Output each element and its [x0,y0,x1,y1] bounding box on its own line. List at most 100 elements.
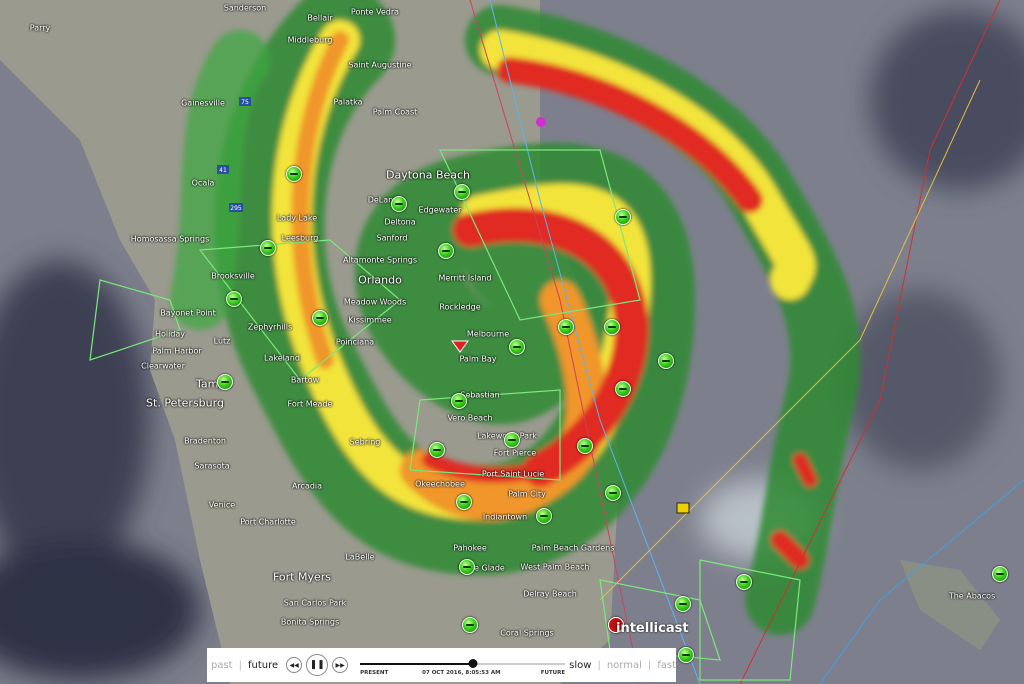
city-label: San Carlos Park [283,598,347,608]
future-label: FUTURE [540,670,566,676]
lightning-marker-icon[interactable] [312,310,328,326]
city-label: LaBelle [345,552,375,562]
city-label: Meadow Woods [343,297,407,307]
city-label: Palm Bay [459,354,497,364]
city-label: Palm Coast [372,107,418,117]
lightning-marker-icon[interactable] [438,243,454,259]
city-label: Edgewater [418,205,462,215]
city-label: Lakeland [264,353,300,363]
storm-center-icon [451,340,469,353]
lightning-marker-icon[interactable] [675,596,691,612]
timeline-handle[interactable] [468,659,478,668]
lightning-marker-icon[interactable] [678,647,694,663]
lightning-marker-icon[interactable] [605,485,621,501]
lightning-marker-icon[interactable] [604,319,620,335]
highway-shields: 75 41 295 [217,97,251,212]
lightning-marker-icon[interactable] [260,240,276,256]
speed-normal[interactable]: normal [606,659,642,671]
intellicast-logo[interactable]: intellicast [616,621,689,636]
rewind-button[interactable]: ◀◀ [286,657,303,673]
city-label: Delray Beach [523,589,577,599]
city-label: Leesburg [281,233,319,243]
warning-polygons [89,149,801,681]
city-label: Altamonte Springs [342,255,418,265]
intellicast-logo-icon [608,617,624,633]
city-label: Orlando [358,273,402,287]
city-label: Gainesville [181,98,225,108]
clouds [0,10,1024,680]
city-label: Ocala [191,178,215,188]
lightning-marker-icon[interactable] [217,374,233,390]
timeline-progress [360,663,473,665]
lightning-marker-icon[interactable] [286,166,302,182]
lightning-marker-icon[interactable] [429,442,445,458]
city-label: Zephyrhills [247,322,293,332]
city-label: Lutz [213,336,231,346]
city-label: Fort Myers [272,570,332,584]
pause-button[interactable]: ❚❚ [306,654,329,676]
future-toggle[interactable]: future [247,659,279,671]
separator: | [238,659,242,671]
city-label: Pahokee [453,543,487,553]
lightning-marker-icon[interactable] [226,291,242,307]
lightning-marker-icon[interactable] [462,617,478,633]
lightning-marker-icon[interactable] [615,381,631,397]
city-label: Ponte Vedra [350,7,400,17]
city-label: Middleburg [287,35,333,45]
city-label: Venice [208,500,236,510]
playback-controls: past | future ◀◀ ❚❚ ▶▶ PRESENT 07 OCT 20… [207,648,676,682]
lightning-marker-icon[interactable] [454,184,470,200]
city-label: Sarasota [194,461,230,471]
lightning-marker-icon[interactable] [577,438,593,454]
fast-forward-button[interactable]: ▶▶ [332,657,349,673]
city-label: Parry [29,23,51,33]
city-label: Fort Meade [287,399,333,409]
highway-41: 41 [219,167,227,174]
lightning-marker-icon[interactable] [504,432,520,448]
city-label: Sanderson [223,3,267,13]
lightning-marker-icon[interactable] [736,574,752,590]
speed-fast[interactable]: fast [657,659,677,671]
lightning-marker-icon[interactable] [992,566,1008,582]
city-label: Merritt Island [438,273,492,283]
city-label: DeLand [367,195,399,205]
lightning-marker-icon[interactable] [391,196,407,212]
city-label: Poinciana [335,337,375,347]
lightning-marker-icon[interactable] [509,339,525,355]
lightning-marker-icon[interactable] [558,319,574,335]
lightning-marker-icon[interactable] [451,393,467,409]
highway-295: 295 [230,205,242,212]
city-label: Rockledge [439,302,481,312]
city-label: Bradenton [184,436,226,446]
city-label: Belle Glade [459,563,505,573]
city-label: Melbourne [466,329,510,339]
lightning-marker-icon[interactable] [615,209,631,225]
lightning-marker-icon[interactable] [658,353,674,369]
city-label: Okeechobee [415,479,465,489]
highway-75: 75 [241,99,249,106]
lightning-marker-icon[interactable] [536,508,552,524]
fast-forward-icon: ▶▶ [335,661,345,669]
lightning-marker-icon[interactable] [456,494,472,510]
city-label: Homosassa Springs [130,234,210,244]
city-label: St. Petersburg [146,396,224,410]
city-label: Daytona Beach [385,168,471,182]
speed-slow[interactable]: slow [569,659,592,671]
city-label: Vero Beach [447,413,493,423]
city-label: Palm City [508,489,546,499]
past-toggle[interactable]: past [211,659,233,671]
pause-icon: ❚❚ [309,660,325,670]
city-label: Lady Lake [276,213,318,223]
timeline-slider[interactable]: PRESENT 07 OCT 2016, 8:05:53 AM FUTURE [360,650,566,680]
city-label: Arcadia [291,481,323,491]
lightning-marker-icon[interactable] [459,559,475,575]
city-label: Palm Harbor [152,346,202,356]
track-lines [469,0,1024,684]
city-label: Bonita Springs [280,617,340,627]
city-label: Brooksville [211,271,255,281]
city-label: Saint Augustine [348,60,412,70]
city-label: Palm Beach Gardens [531,543,615,553]
hurricane-icon [676,502,690,514]
land-abacos [900,560,1000,650]
